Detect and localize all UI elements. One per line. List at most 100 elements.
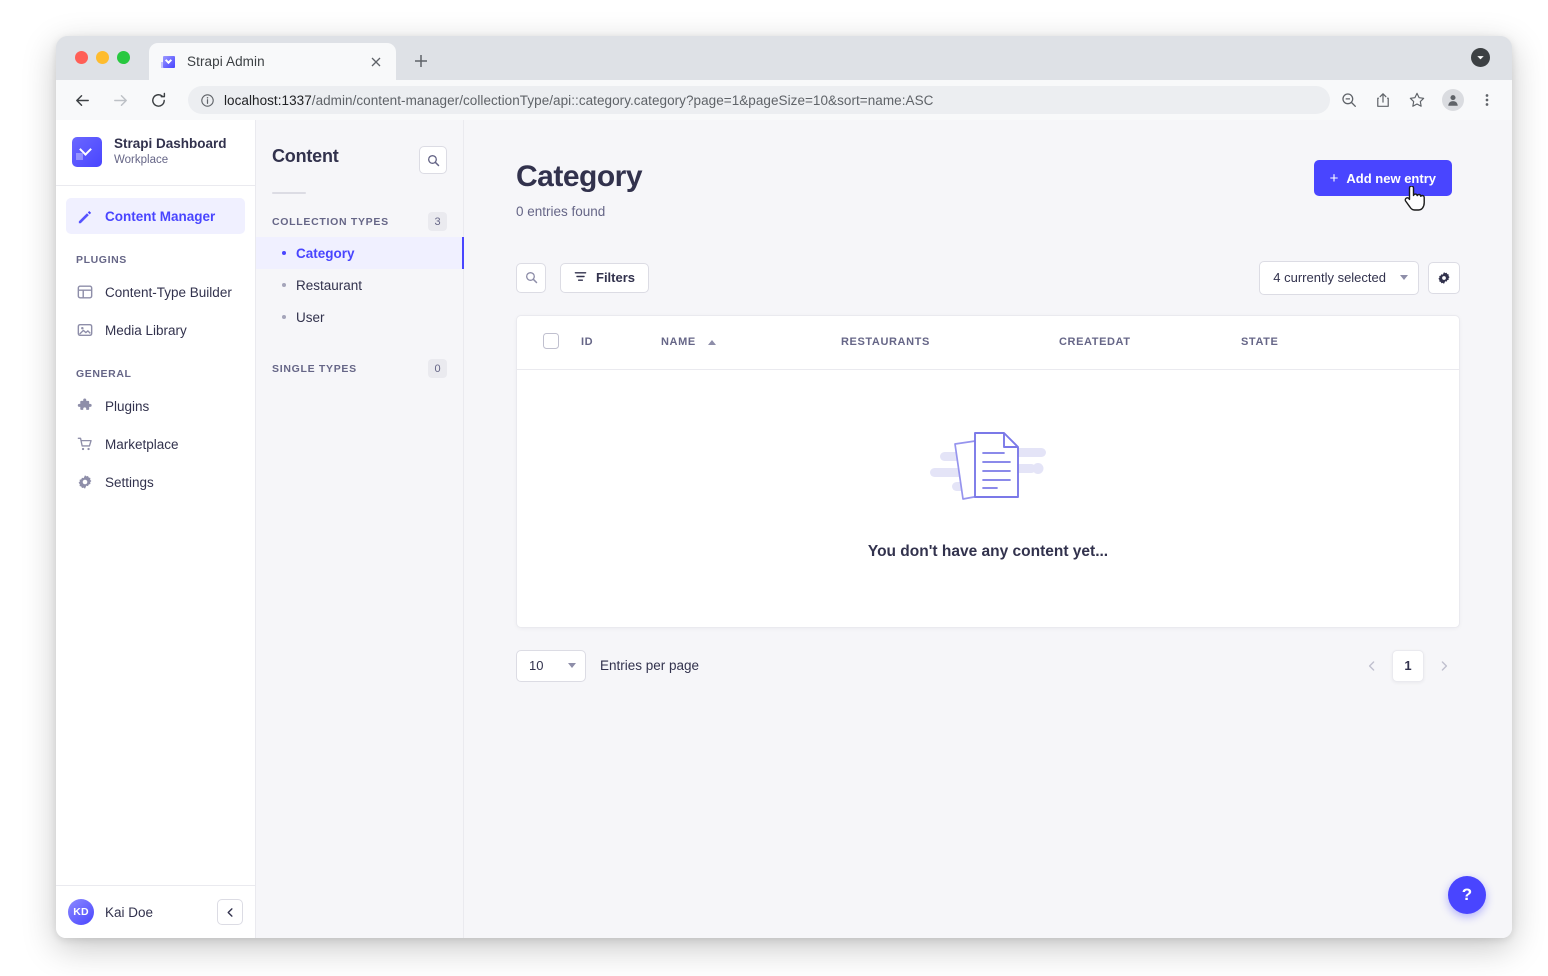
- url-text: localhost:1337/admin/content-manager/col…: [224, 93, 933, 108]
- chevron-down-icon: [568, 663, 576, 668]
- strapi-logo-icon: [161, 54, 176, 69]
- page-size-value: 10: [529, 658, 544, 673]
- downloads-icon[interactable]: [1471, 48, 1490, 67]
- zoom-out-icon[interactable]: [1340, 91, 1358, 109]
- group-collection-types: COLLECTION TYPES 3: [256, 194, 463, 237]
- sidebar-item-label: Marketplace: [105, 436, 179, 452]
- add-new-entry-label: Add new entry: [1346, 170, 1436, 186]
- left-navigation: Strapi Dashboard Workplace Content Manag…: [56, 120, 256, 938]
- empty-documents-illustration: [924, 422, 1052, 523]
- entries-table-card: ID NAME RESTAURANTS CREATEDAT STATE: [516, 314, 1460, 628]
- next-page-button[interactable]: [1428, 650, 1460, 682]
- table-footer: 10 Entries per page 1: [464, 628, 1512, 682]
- sort-ascending-icon[interactable]: [708, 339, 717, 345]
- sidebar-item-content-type-builder[interactable]: Content-Type Builder: [66, 274, 245, 310]
- sidebar-item-content-manager[interactable]: Content Manager: [66, 198, 245, 235]
- new-tab-icon[interactable]: [411, 51, 431, 71]
- brand-header[interactable]: Strapi Dashboard Workplace: [56, 120, 255, 187]
- bullet-icon: [282, 251, 286, 255]
- profile-avatar-icon[interactable]: [1442, 89, 1464, 111]
- column-header-restaurants[interactable]: RESTAURANTS: [841, 315, 1059, 370]
- empty-state: You don't have any content yet...: [517, 370, 1459, 627]
- close-window-button[interactable]: [75, 51, 88, 64]
- user-name: Kai Doe: [105, 904, 154, 920]
- address-bar[interactable]: localhost:1337/admin/content-manager/col…: [188, 86, 1330, 114]
- url-path: /admin/content-manager/collectionType/ap…: [311, 92, 934, 108]
- page-size-control: 10 Entries per page: [516, 649, 700, 682]
- page-title: Category: [516, 160, 643, 193]
- search-icon[interactable]: [419, 146, 447, 174]
- bookmark-star-icon[interactable]: [1408, 91, 1426, 109]
- window-controls[interactable]: [75, 51, 130, 64]
- column-header-state[interactable]: STATE: [1241, 315, 1459, 370]
- nav-section-general: GENERAL: [76, 368, 132, 381]
- strapi-admin-app: Strapi Dashboard Workplace Content Manag…: [56, 120, 1512, 938]
- entries-per-page-label: Entries per page: [600, 658, 700, 673]
- sidebar-item-media-library[interactable]: Media Library: [66, 312, 245, 348]
- sidebar-item-settings[interactable]: Settings: [66, 464, 245, 500]
- bullet-icon: [282, 283, 286, 287]
- content-type-item-category[interactable]: Category: [256, 237, 464, 269]
- collapse-sidebar-button[interactable]: [217, 899, 243, 925]
- column-header-name[interactable]: NAME: [661, 315, 841, 370]
- minimize-window-button[interactable]: [96, 51, 109, 64]
- previous-page-button[interactable]: [1356, 650, 1388, 682]
- table-settings-button[interactable]: [1428, 261, 1460, 294]
- reload-icon[interactable]: [146, 88, 170, 112]
- content-type-label: User: [296, 309, 325, 325]
- group-count-badge: 3: [428, 212, 447, 231]
- table-header: ID NAME RESTAURANTS CREATEDAT STATE: [517, 315, 1459, 370]
- main-content: Category 0 entries found + Add new entry: [464, 120, 1512, 938]
- sidebar-item-label: Settings: [105, 474, 154, 490]
- sidebar-item-plugins[interactable]: Plugins: [66, 388, 245, 424]
- close-icon[interactable]: [368, 54, 384, 70]
- field-select-dropdown[interactable]: 4 currently selected: [1259, 260, 1419, 295]
- table-toolbar: Filters 4 currently selected: [464, 219, 1512, 295]
- content-type-label: Category: [296, 245, 355, 261]
- column-header-id[interactable]: ID: [581, 315, 661, 370]
- forward-icon: [108, 88, 132, 112]
- filters-button[interactable]: Filters: [560, 262, 650, 293]
- add-new-entry-button[interactable]: + Add new entry: [1313, 160, 1452, 196]
- tab-title: Strapi Admin: [187, 54, 265, 69]
- nav-section-plugins: PLUGINS: [76, 254, 127, 267]
- field-select-value: 4 currently selected: [1273, 270, 1386, 285]
- content-type-item-user[interactable]: User: [256, 301, 463, 333]
- share-icon[interactable]: [1374, 91, 1392, 109]
- entries-found-text: 0 entries found: [516, 203, 606, 219]
- content-panel-header: Content: [256, 120, 463, 174]
- strapi-logo-icon: [72, 137, 102, 168]
- divider: [272, 192, 306, 194]
- kebab-menu-icon[interactable]: [1480, 91, 1494, 109]
- table-header-row: ID NAME RESTAURANTS CREATEDAT STATE: [517, 315, 1459, 370]
- column-header-name-label: NAME: [661, 336, 696, 348]
- nav-list: Content Manager PLUGINS Content-Type Bui…: [56, 186, 255, 885]
- page-number-1[interactable]: 1: [1392, 649, 1424, 682]
- browser-tool-icons: [1340, 89, 1498, 111]
- layout-icon: [76, 284, 93, 301]
- site-info-icon[interactable]: [200, 93, 215, 108]
- workspace-name: Strapi Dashboard: [114, 136, 227, 151]
- search-icon[interactable]: [516, 262, 546, 293]
- back-icon[interactable]: [70, 88, 94, 112]
- avatar[interactable]: KD: [68, 899, 94, 925]
- panel-title: Content: [272, 146, 339, 166]
- content-type-item-restaurant[interactable]: Restaurant: [256, 269, 463, 301]
- group-single-types: SINGLE TYPES 0: [256, 333, 463, 384]
- maximize-window-button[interactable]: [117, 51, 130, 64]
- bullet-icon: [282, 315, 286, 319]
- sidebar-item-label: Plugins: [105, 398, 150, 414]
- puzzle-icon: [76, 398, 93, 415]
- content-types-panel: Content COLLECTION TYPES 3 Category Res: [256, 120, 464, 938]
- select-all-checkbox[interactable]: [543, 332, 559, 349]
- page-size-select[interactable]: 10: [516, 649, 586, 682]
- cart-icon: [76, 436, 93, 453]
- sidebar-item-marketplace[interactable]: Marketplace: [66, 426, 245, 462]
- column-header-createdat[interactable]: CREATEDAT: [1059, 315, 1241, 370]
- help-button[interactable]: ?: [1448, 876, 1486, 914]
- browser-tabstrip: Strapi Admin: [56, 36, 1512, 80]
- browser-tab[interactable]: Strapi Admin: [149, 43, 396, 80]
- gear-icon: [76, 474, 93, 491]
- browser-window: Strapi Admin: [56, 36, 1512, 938]
